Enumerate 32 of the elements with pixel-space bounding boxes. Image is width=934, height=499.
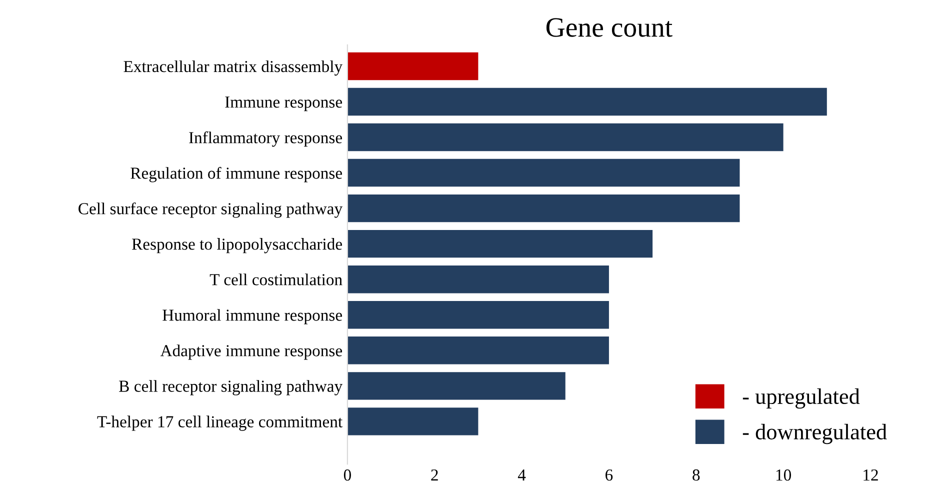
x-tick-label: 12 — [864, 469, 878, 480]
y-tick-label: Regulation of immune response — [130, 166, 342, 182]
x-tick-label: 10 — [776, 469, 792, 481]
y-tick-label: B cell receptor signaling pathway — [119, 380, 343, 396]
bar — [347, 123, 784, 152]
bar — [347, 230, 653, 258]
y-tick-label: Immune response — [225, 96, 342, 112]
y-tick-label: Extracellular matrix disassembly — [124, 60, 343, 76]
bar — [347, 336, 609, 364]
y-tick-label: Response to lipopolysaccharide — [132, 238, 342, 254]
bar — [347, 372, 566, 400]
x-tick-label: 2 — [431, 469, 438, 480]
legend-label: - downregulated — [742, 424, 887, 444]
x-tick-label: 6 — [606, 469, 613, 481]
x-tick-label: 4 — [518, 470, 526, 480]
bar — [347, 52, 478, 80]
y-tick-label: T-helper 17 cell lineage commitment — [97, 416, 342, 431]
bar — [347, 301, 609, 329]
bar — [347, 266, 609, 294]
x-tick-label: 0 — [344, 469, 351, 481]
x-tick-label: 8 — [692, 469, 700, 481]
y-tick-label: Cell surface receptor signaling pathway — [78, 202, 343, 218]
chart-title: Gene count — [546, 18, 672, 37]
y-tick-label: Inflammatory response — [189, 131, 342, 147]
bar — [347, 194, 740, 222]
y-tick-label: Humoral immune response — [162, 309, 342, 324]
bar — [347, 88, 827, 116]
y-tick-label: Adaptive immune response — [160, 344, 342, 360]
y-tick-label: T cell costimulation — [210, 274, 342, 286]
bar — [347, 408, 478, 436]
legend-label: - upregulated — [742, 388, 860, 409]
bar — [347, 158, 740, 187]
